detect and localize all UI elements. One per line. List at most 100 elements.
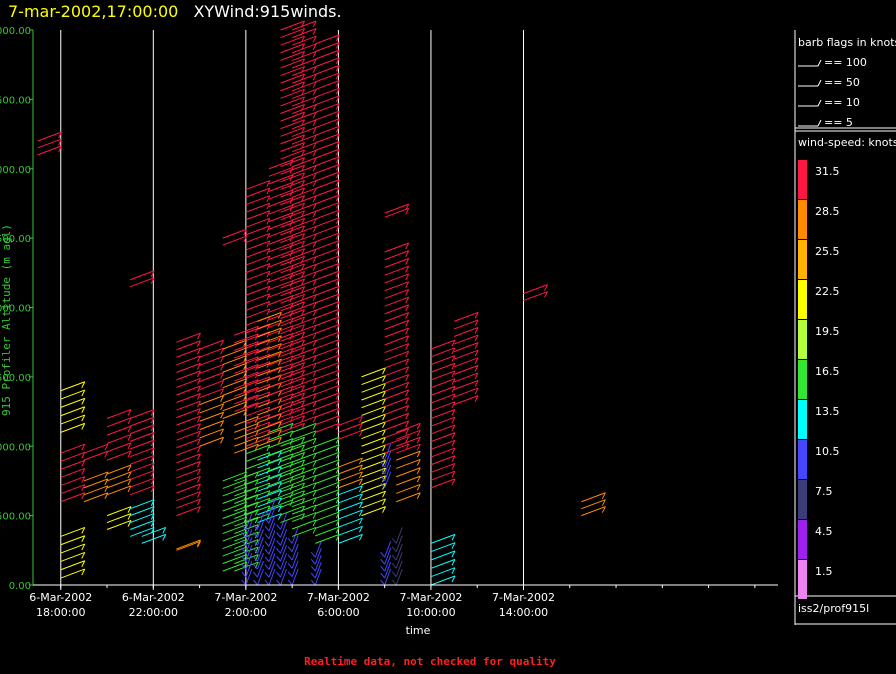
wind-barb (280, 407, 306, 418)
wind-barb (338, 422, 363, 433)
wind-barb (60, 543, 86, 554)
wind-barb (83, 450, 109, 461)
scale-label: 28.5 (815, 205, 840, 218)
wind-barb (338, 525, 363, 536)
x-tick-label-date: 7-Mar-2002 (214, 591, 277, 604)
y-axis-label: 915 Profiler Altitude (m agl) (0, 224, 13, 416)
wind-barb (280, 248, 306, 259)
y-tick-label: 0.00 (9, 581, 31, 592)
wind-barb (384, 412, 410, 423)
wind-barb (176, 423, 201, 434)
wind-barb (268, 181, 294, 192)
color-swatch (798, 200, 807, 239)
wind-barb (453, 319, 479, 330)
wind-barb (310, 568, 322, 586)
wind-barb (384, 242, 410, 253)
wind-barb (361, 382, 386, 393)
wind-barb (129, 416, 155, 427)
wind-barb (241, 560, 253, 578)
wind-barb (280, 210, 306, 221)
wind-barb (361, 421, 386, 432)
wind-barb (257, 436, 282, 447)
wind-barb (396, 483, 421, 494)
wind-barb (257, 350, 282, 361)
wind-barb (380, 471, 392, 489)
wind-barb (361, 375, 386, 386)
wind-barb (60, 422, 86, 433)
wind-barb (384, 366, 410, 377)
wind-barb (315, 64, 340, 75)
wind-barb (280, 240, 306, 251)
wind-barb (129, 277, 155, 288)
wind-barb (245, 270, 271, 281)
wind-barb (287, 568, 299, 586)
x-tick-label-time: 6:00:00 (317, 606, 359, 619)
wind-barb (315, 102, 340, 113)
data-source-label: iss2/prof915l (798, 602, 869, 615)
wind-barb (315, 301, 340, 311)
wind-barb (291, 20, 317, 31)
scale-label: 4.5 (815, 525, 833, 538)
wind-barb (384, 281, 410, 292)
wind-barb (291, 187, 317, 198)
wind-barb (280, 331, 306, 342)
wind-barb (315, 255, 340, 266)
wind-barb (222, 409, 248, 419)
wind-barb (315, 407, 340, 418)
wind-barb (384, 319, 410, 330)
wind-barb (315, 95, 340, 106)
wind-barb (453, 357, 479, 368)
wind-barb (60, 468, 86, 478)
color-swatch (798, 520, 807, 559)
wind-barb (60, 397, 86, 408)
wind-barb (241, 568, 253, 586)
y-tick-label: 2500.00 (0, 234, 31, 245)
wind-barb (291, 66, 317, 77)
wind-barb (361, 459, 386, 470)
wind-barb (361, 506, 386, 517)
wind-barb (338, 493, 363, 504)
wind-barb (280, 436, 306, 447)
barb-legend-label: == 10 (824, 96, 860, 109)
wind-barb (253, 521, 264, 538)
wind-barb (257, 458, 282, 469)
wind-barb (291, 58, 317, 69)
wind-barb (291, 35, 317, 46)
wind-barb (361, 498, 386, 509)
wind-barb (129, 485, 155, 496)
wind-barb (523, 291, 548, 302)
wind-barb (176, 506, 201, 517)
color-swatch (798, 360, 807, 399)
wind-barb (315, 141, 340, 151)
wind-barb (176, 393, 201, 403)
wind-barb (430, 478, 456, 489)
wind-barb (176, 400, 201, 411)
wind-barb (106, 442, 132, 453)
wind-barb (315, 400, 340, 410)
wind-barb (129, 447, 155, 458)
wind-barb (315, 308, 340, 319)
wind-barb (176, 540, 201, 551)
color-scale: 31.5 28.5 25.5 22.5 19.5 16.5 13.5 10.5 7.5 4.5 1.… (798, 160, 840, 599)
wind-barb (361, 390, 386, 401)
wind-barb (291, 203, 317, 213)
wind-barb (280, 459, 306, 470)
wind-barb (106, 506, 132, 517)
wind-barb (396, 475, 421, 486)
wind-barb (338, 517, 363, 528)
wind-barb (245, 232, 271, 243)
wind-barb (361, 429, 386, 440)
wind-barb (287, 560, 299, 577)
wind-barb (245, 497, 271, 508)
scale-label: 16.5 (815, 365, 840, 378)
wind-barb (291, 180, 317, 191)
wind-barb (83, 478, 109, 489)
wind-barb (453, 380, 479, 390)
wind-barb (291, 437, 317, 448)
wind-barb (176, 370, 201, 381)
wind-barb (361, 436, 386, 447)
wind-barb (287, 552, 299, 569)
wind-barb (291, 119, 317, 130)
wind-barb (291, 233, 317, 244)
wind-barb (291, 445, 317, 456)
